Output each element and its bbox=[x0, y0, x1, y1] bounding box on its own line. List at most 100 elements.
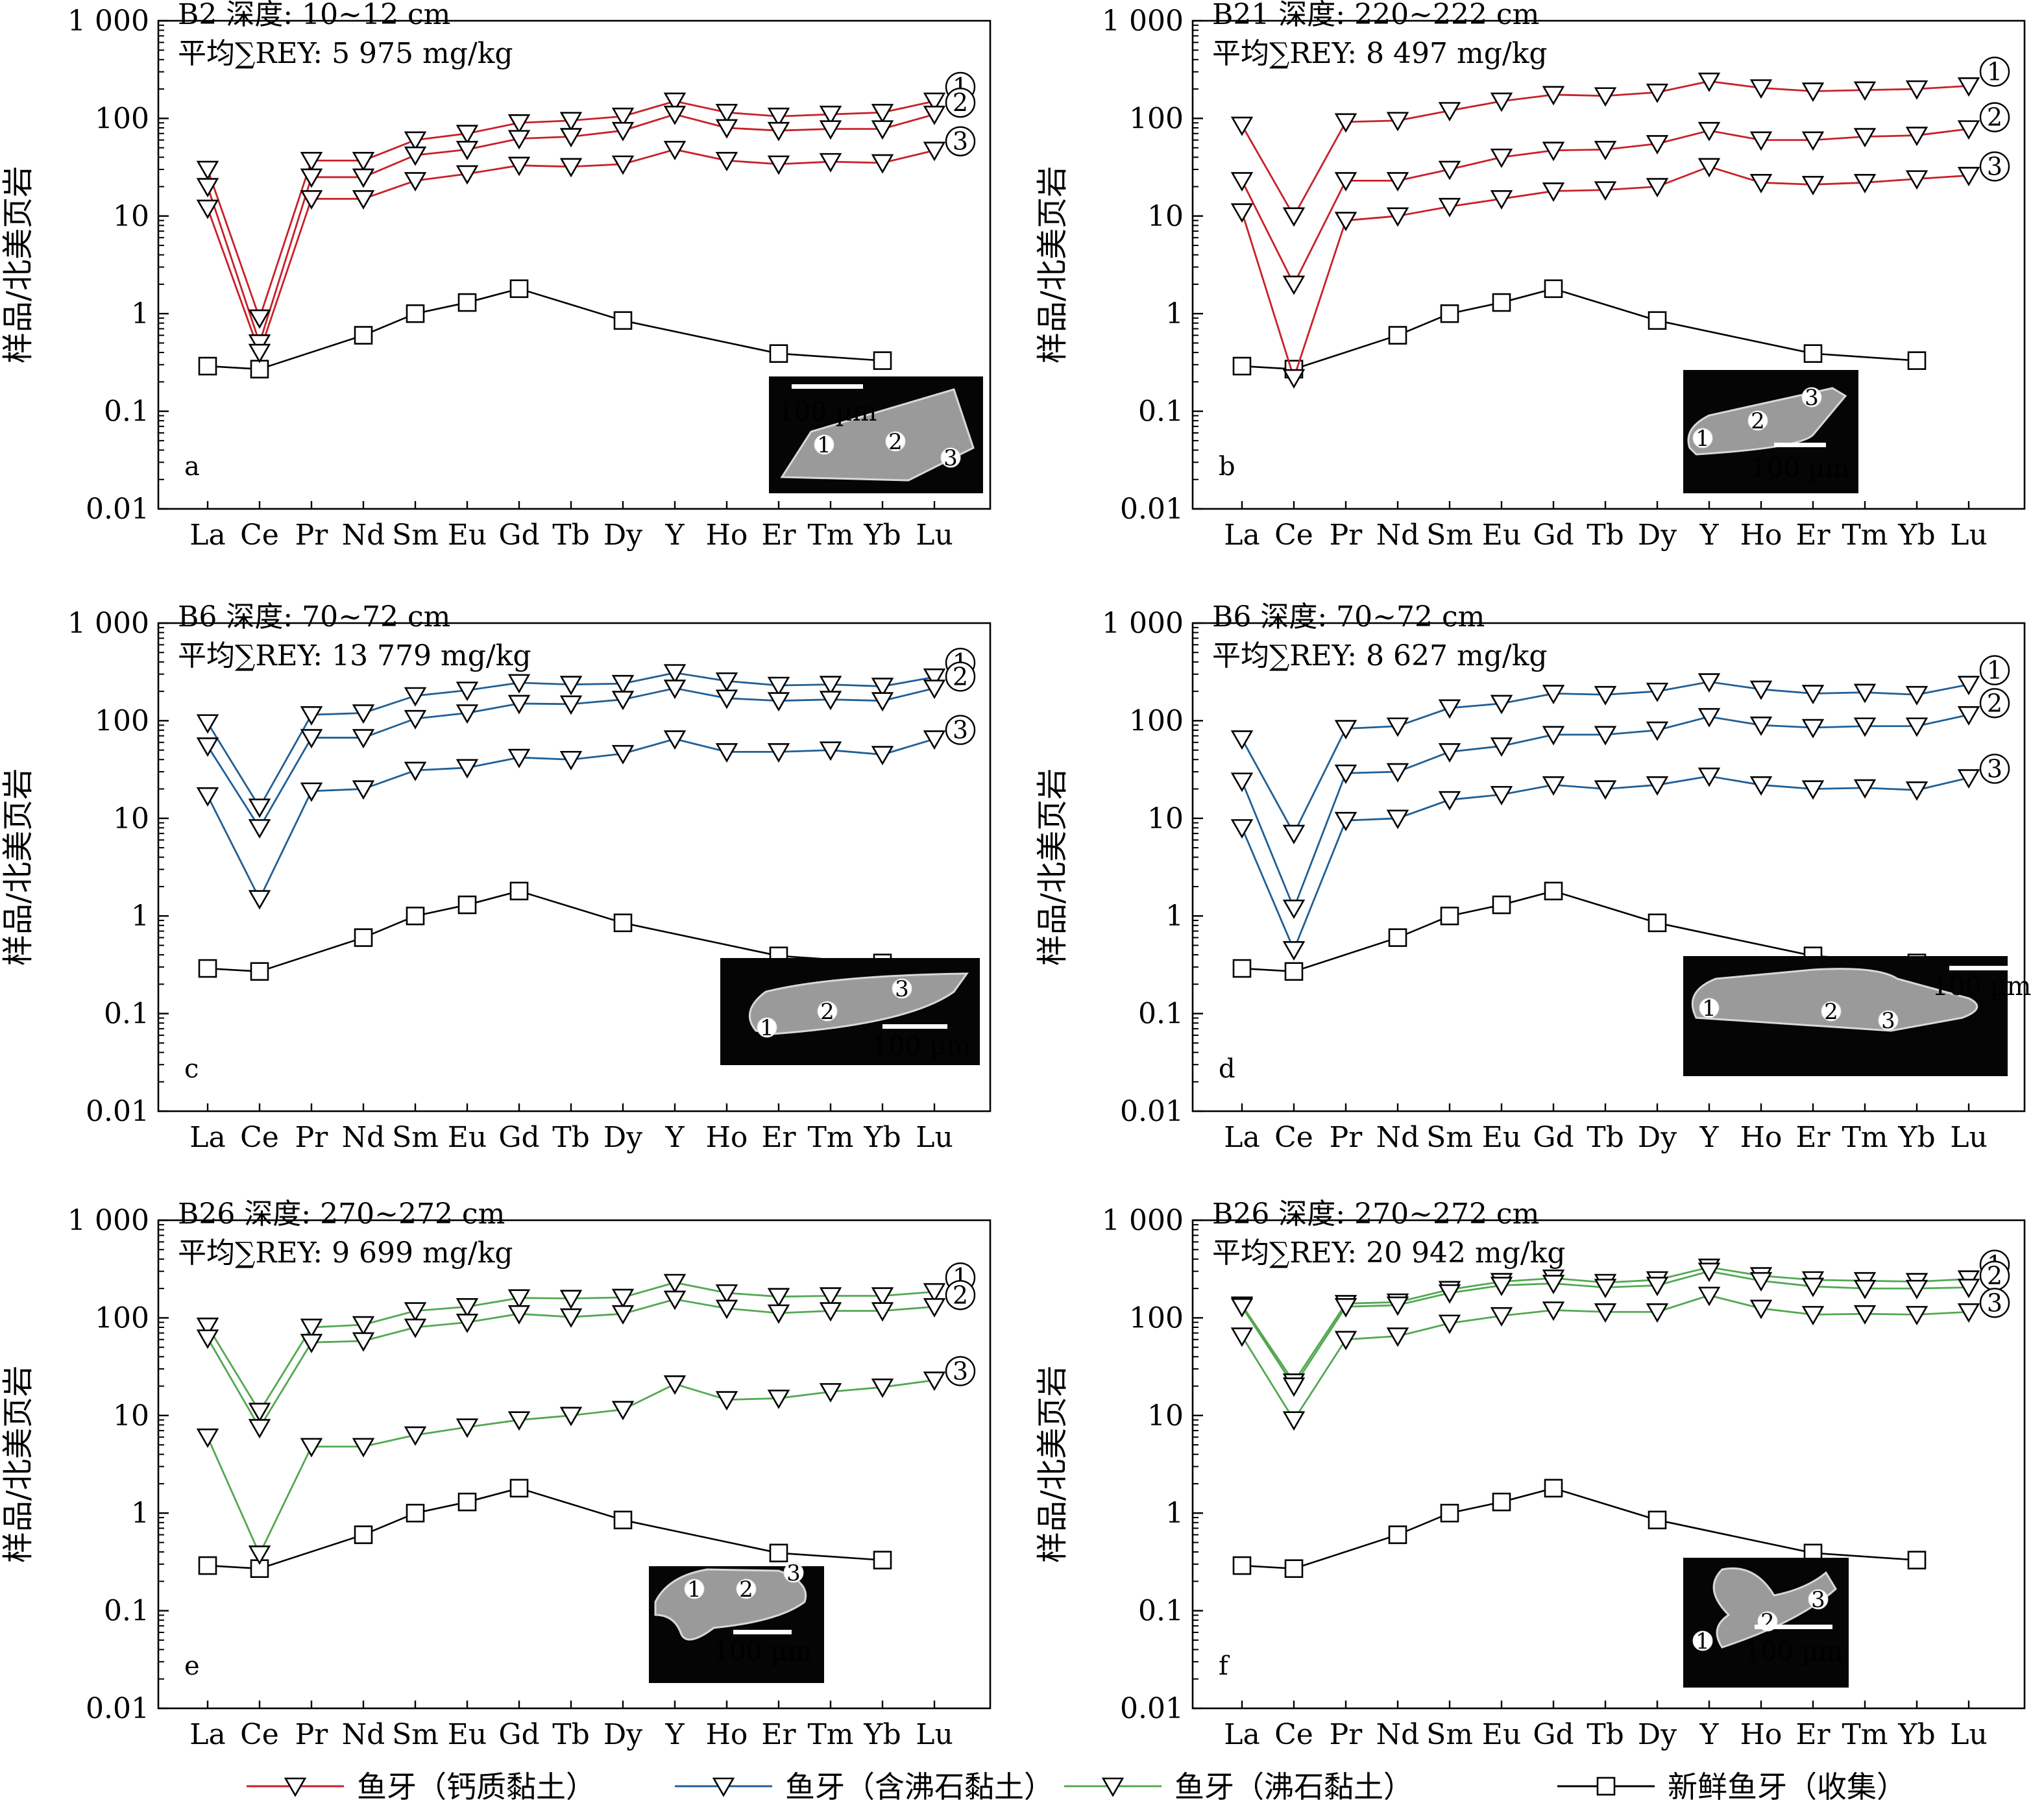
series-1-point bbox=[300, 1318, 323, 1338]
series-3-point bbox=[1957, 1303, 1980, 1323]
legend-label: 鱼牙（含沸石黏土） bbox=[785, 1769, 1054, 1804]
series-1-point bbox=[871, 678, 894, 698]
series-3-point bbox=[559, 750, 583, 770]
y-tick-label: 0.1 bbox=[1138, 1595, 1184, 1628]
series-3-point bbox=[1905, 781, 1928, 801]
x-tick-label: Lu bbox=[916, 1121, 953, 1154]
y-tick-label: 10 bbox=[1147, 200, 1184, 233]
fresh-point bbox=[1232, 1556, 1252, 1575]
y-axis-label: 样品/北美页岩 bbox=[1034, 768, 1071, 966]
chart-subtitle: 平均∑REY: 8 627 mg/kg bbox=[1212, 639, 1548, 672]
series-3-point bbox=[1905, 170, 1928, 190]
series-3-point bbox=[1282, 941, 1306, 961]
series-1-point bbox=[1697, 72, 1721, 92]
series-3-point bbox=[767, 1390, 790, 1409]
series-3-point bbox=[1282, 369, 1306, 389]
panel-letter: a bbox=[184, 452, 200, 482]
series-1-point bbox=[715, 1284, 738, 1304]
series-3-point bbox=[923, 141, 946, 162]
sem-spot-label: 1 bbox=[1702, 996, 1716, 1022]
series-1-point bbox=[1957, 77, 1980, 97]
tooth-fragment bbox=[749, 972, 969, 1035]
sem-spot-marker bbox=[1801, 387, 1822, 408]
x-tick-label: Tm bbox=[1842, 1718, 1888, 1751]
series-3-point bbox=[1438, 1314, 1461, 1334]
x-tick-label: Yb bbox=[1897, 1121, 1935, 1154]
x-tick-label: Lu bbox=[916, 1718, 953, 1751]
x-tick-label: Lu bbox=[1950, 519, 1988, 552]
series-3-point bbox=[663, 730, 687, 750]
sem-spot-marker bbox=[1808, 1589, 1829, 1610]
series-2-point bbox=[1957, 706, 1980, 726]
series-3-point bbox=[1646, 1303, 1669, 1323]
fresh-point bbox=[1284, 962, 1304, 981]
series-2-point bbox=[611, 121, 635, 141]
x-tick-label: La bbox=[189, 519, 225, 552]
sem-spot-label: 2 bbox=[1824, 999, 1838, 1025]
series-3-point bbox=[456, 759, 479, 779]
x-tick-label: Tb bbox=[552, 1718, 590, 1751]
x-tick-label: Er bbox=[1795, 1121, 1831, 1154]
sem-inset: 1 2 3 100 µm bbox=[649, 1560, 824, 1683]
series-2-point bbox=[715, 119, 738, 139]
fresh-point bbox=[1492, 895, 1511, 915]
y-tick-label: 1 bbox=[1165, 1497, 1184, 1530]
y-tick-label: 0.1 bbox=[104, 1595, 149, 1628]
series-1-point bbox=[1334, 113, 1357, 133]
series-3-point bbox=[1853, 173, 1877, 193]
x-tick-label: Er bbox=[761, 1121, 796, 1154]
x-tick-label: Lu bbox=[916, 519, 953, 552]
series-3-point bbox=[1490, 1307, 1513, 1327]
sem-spot-label: 1 bbox=[817, 432, 831, 458]
series-3-point bbox=[1282, 1411, 1306, 1431]
series-1-point bbox=[871, 103, 894, 123]
series-2-point bbox=[1801, 719, 1825, 739]
y-tick-label: 10 bbox=[113, 802, 149, 835]
series-2-point bbox=[196, 737, 219, 757]
series-3-point bbox=[1334, 811, 1357, 831]
series-2-point bbox=[611, 1305, 635, 1325]
y-tick-label: 1 000 bbox=[67, 1204, 149, 1237]
sem-spot-label: 3 bbox=[1881, 1008, 1895, 1034]
y-tick-label: 0.01 bbox=[1120, 493, 1184, 526]
panel-letter: b bbox=[1219, 452, 1235, 482]
series-label: 2 bbox=[953, 88, 968, 117]
series-3-point bbox=[715, 743, 738, 763]
sem-spot-marker bbox=[736, 1579, 757, 1599]
series-2-point bbox=[300, 1333, 323, 1353]
y-tick-label: 100 bbox=[1129, 1301, 1184, 1334]
series-2-point bbox=[300, 729, 323, 749]
series-2-point bbox=[352, 1332, 375, 1352]
series-3-point bbox=[1334, 212, 1357, 232]
x-tick-label: Tm bbox=[1842, 519, 1888, 552]
series-1-point bbox=[1386, 717, 1409, 737]
x-tick-label: Ce bbox=[1274, 1121, 1313, 1154]
series-label-circle bbox=[945, 87, 976, 118]
x-tick-label: Pr bbox=[1330, 519, 1363, 552]
y-tick-label: 1 000 bbox=[1102, 5, 1184, 38]
sem-spot-label: 1 bbox=[760, 1015, 774, 1041]
series-2-point bbox=[1438, 1284, 1461, 1304]
fresh-point bbox=[1648, 913, 1667, 933]
series-line-3 bbox=[1241, 775, 1969, 953]
series-2-point bbox=[923, 680, 946, 700]
series-label: 1 bbox=[1987, 656, 2002, 685]
y-axis-label: 样品/北美页岩 bbox=[1034, 166, 1071, 363]
series-2-point bbox=[559, 695, 583, 715]
y-axis-label: 样品/北美页岩 bbox=[0, 768, 36, 966]
series-label: 2 bbox=[953, 1281, 968, 1309]
sem-inset: 1 2 3 100 µm bbox=[1683, 370, 1858, 493]
series-3-point bbox=[663, 1375, 687, 1395]
x-tick-label: Eu bbox=[1482, 1718, 1521, 1751]
x-tick-label: La bbox=[1224, 519, 1259, 552]
sem-spot-label: 3 bbox=[895, 976, 909, 1002]
x-tick-label: Dy bbox=[1638, 1121, 1677, 1154]
x-tick-label: Gd bbox=[1533, 1121, 1574, 1154]
series-1-point bbox=[1282, 207, 1306, 227]
series-2-point bbox=[767, 121, 790, 141]
series-2-point bbox=[1282, 899, 1306, 919]
series-label: 3 bbox=[953, 127, 968, 156]
series-label-circle bbox=[1979, 754, 2010, 784]
series-2-point bbox=[1334, 1297, 1357, 1318]
scale-bar bbox=[1774, 443, 1826, 447]
